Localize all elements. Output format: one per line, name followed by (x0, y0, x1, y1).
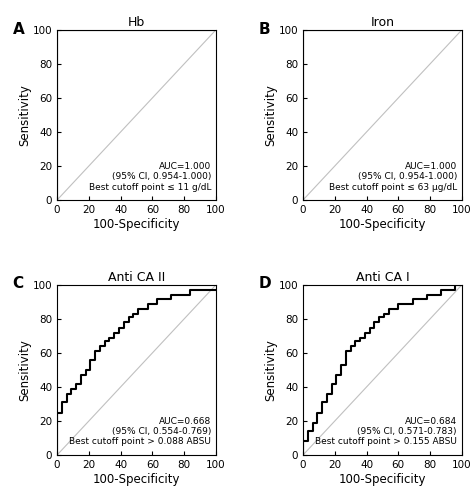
Text: D: D (258, 276, 271, 291)
Text: AUC=0.668
(95% CI, 0.554-0.769)
Best cutoff point > 0.088 ABSU: AUC=0.668 (95% CI, 0.554-0.769) Best cut… (69, 416, 211, 446)
Title: Iron: Iron (370, 16, 395, 29)
Y-axis label: Sensitivity: Sensitivity (264, 339, 277, 401)
Title: Hb: Hb (128, 16, 145, 29)
Text: AUC=1.000
(95% CI, 0.954-1.000)
Best cutoff point ≤ 11 g/dL: AUC=1.000 (95% CI, 0.954-1.000) Best cut… (89, 162, 211, 192)
Title: Anti CA II: Anti CA II (108, 271, 165, 284)
Y-axis label: Sensitivity: Sensitivity (264, 84, 277, 146)
Text: C: C (13, 276, 24, 291)
X-axis label: 100-Specificity: 100-Specificity (338, 472, 426, 486)
Text: AUC=1.000
(95% CI, 0.954-1.000)
Best cutoff point ≤ 63 μg/dL: AUC=1.000 (95% CI, 0.954-1.000) Best cut… (329, 162, 457, 192)
Y-axis label: Sensitivity: Sensitivity (18, 339, 31, 401)
Text: B: B (258, 22, 270, 36)
Text: AUC=0.684
(95% CI, 0.571-0.783)
Best cutoff point > 0.155 ABSU: AUC=0.684 (95% CI, 0.571-0.783) Best cut… (315, 416, 457, 446)
X-axis label: 100-Specificity: 100-Specificity (93, 218, 180, 230)
X-axis label: 100-Specificity: 100-Specificity (338, 218, 426, 230)
Text: A: A (13, 22, 24, 36)
Title: Anti CA I: Anti CA I (356, 271, 409, 284)
X-axis label: 100-Specificity: 100-Specificity (93, 472, 180, 486)
Y-axis label: Sensitivity: Sensitivity (18, 84, 31, 146)
